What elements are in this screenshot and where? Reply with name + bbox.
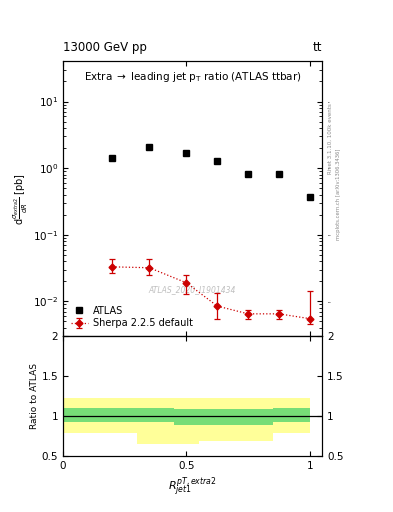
Line: ATLAS: ATLAS <box>109 143 313 200</box>
ATLAS <box>277 171 281 177</box>
Y-axis label: d$\frac{\sigma_{extra2}}{dR}$ [pb]: d$\frac{\sigma_{extra2}}{dR}$ [pb] <box>12 173 30 225</box>
Text: mcplots.cern.ch [arXiv:1306.3436]: mcplots.cern.ch [arXiv:1306.3436] <box>336 149 341 240</box>
X-axis label: $R_{jet1}^{pT,extra2}$: $R_{jet1}^{pT,extra2}$ <box>168 476 217 500</box>
ATLAS <box>184 150 189 156</box>
Text: Extra $\rightarrow$ leading jet $\mathsf{p_T}$ ratio (ATLAS ttbar): Extra $\rightarrow$ leading jet $\mathsf… <box>84 70 301 83</box>
ATLAS <box>110 155 115 161</box>
ATLAS <box>147 144 152 150</box>
Text: 13000 GeV pp: 13000 GeV pp <box>63 41 147 54</box>
ATLAS <box>308 194 312 200</box>
Text: Rivet 3.1.10, 100k events: Rivet 3.1.10, 100k events <box>328 103 333 174</box>
Y-axis label: Ratio to ATLAS: Ratio to ATLAS <box>29 363 39 429</box>
Text: tt: tt <box>313 41 322 54</box>
ATLAS <box>246 171 250 177</box>
Legend: ATLAS, Sherpa 2.2.5 default: ATLAS, Sherpa 2.2.5 default <box>68 303 196 331</box>
ATLAS <box>215 158 220 164</box>
Text: ATLAS_2020_I1901434: ATLAS_2020_I1901434 <box>149 285 236 294</box>
